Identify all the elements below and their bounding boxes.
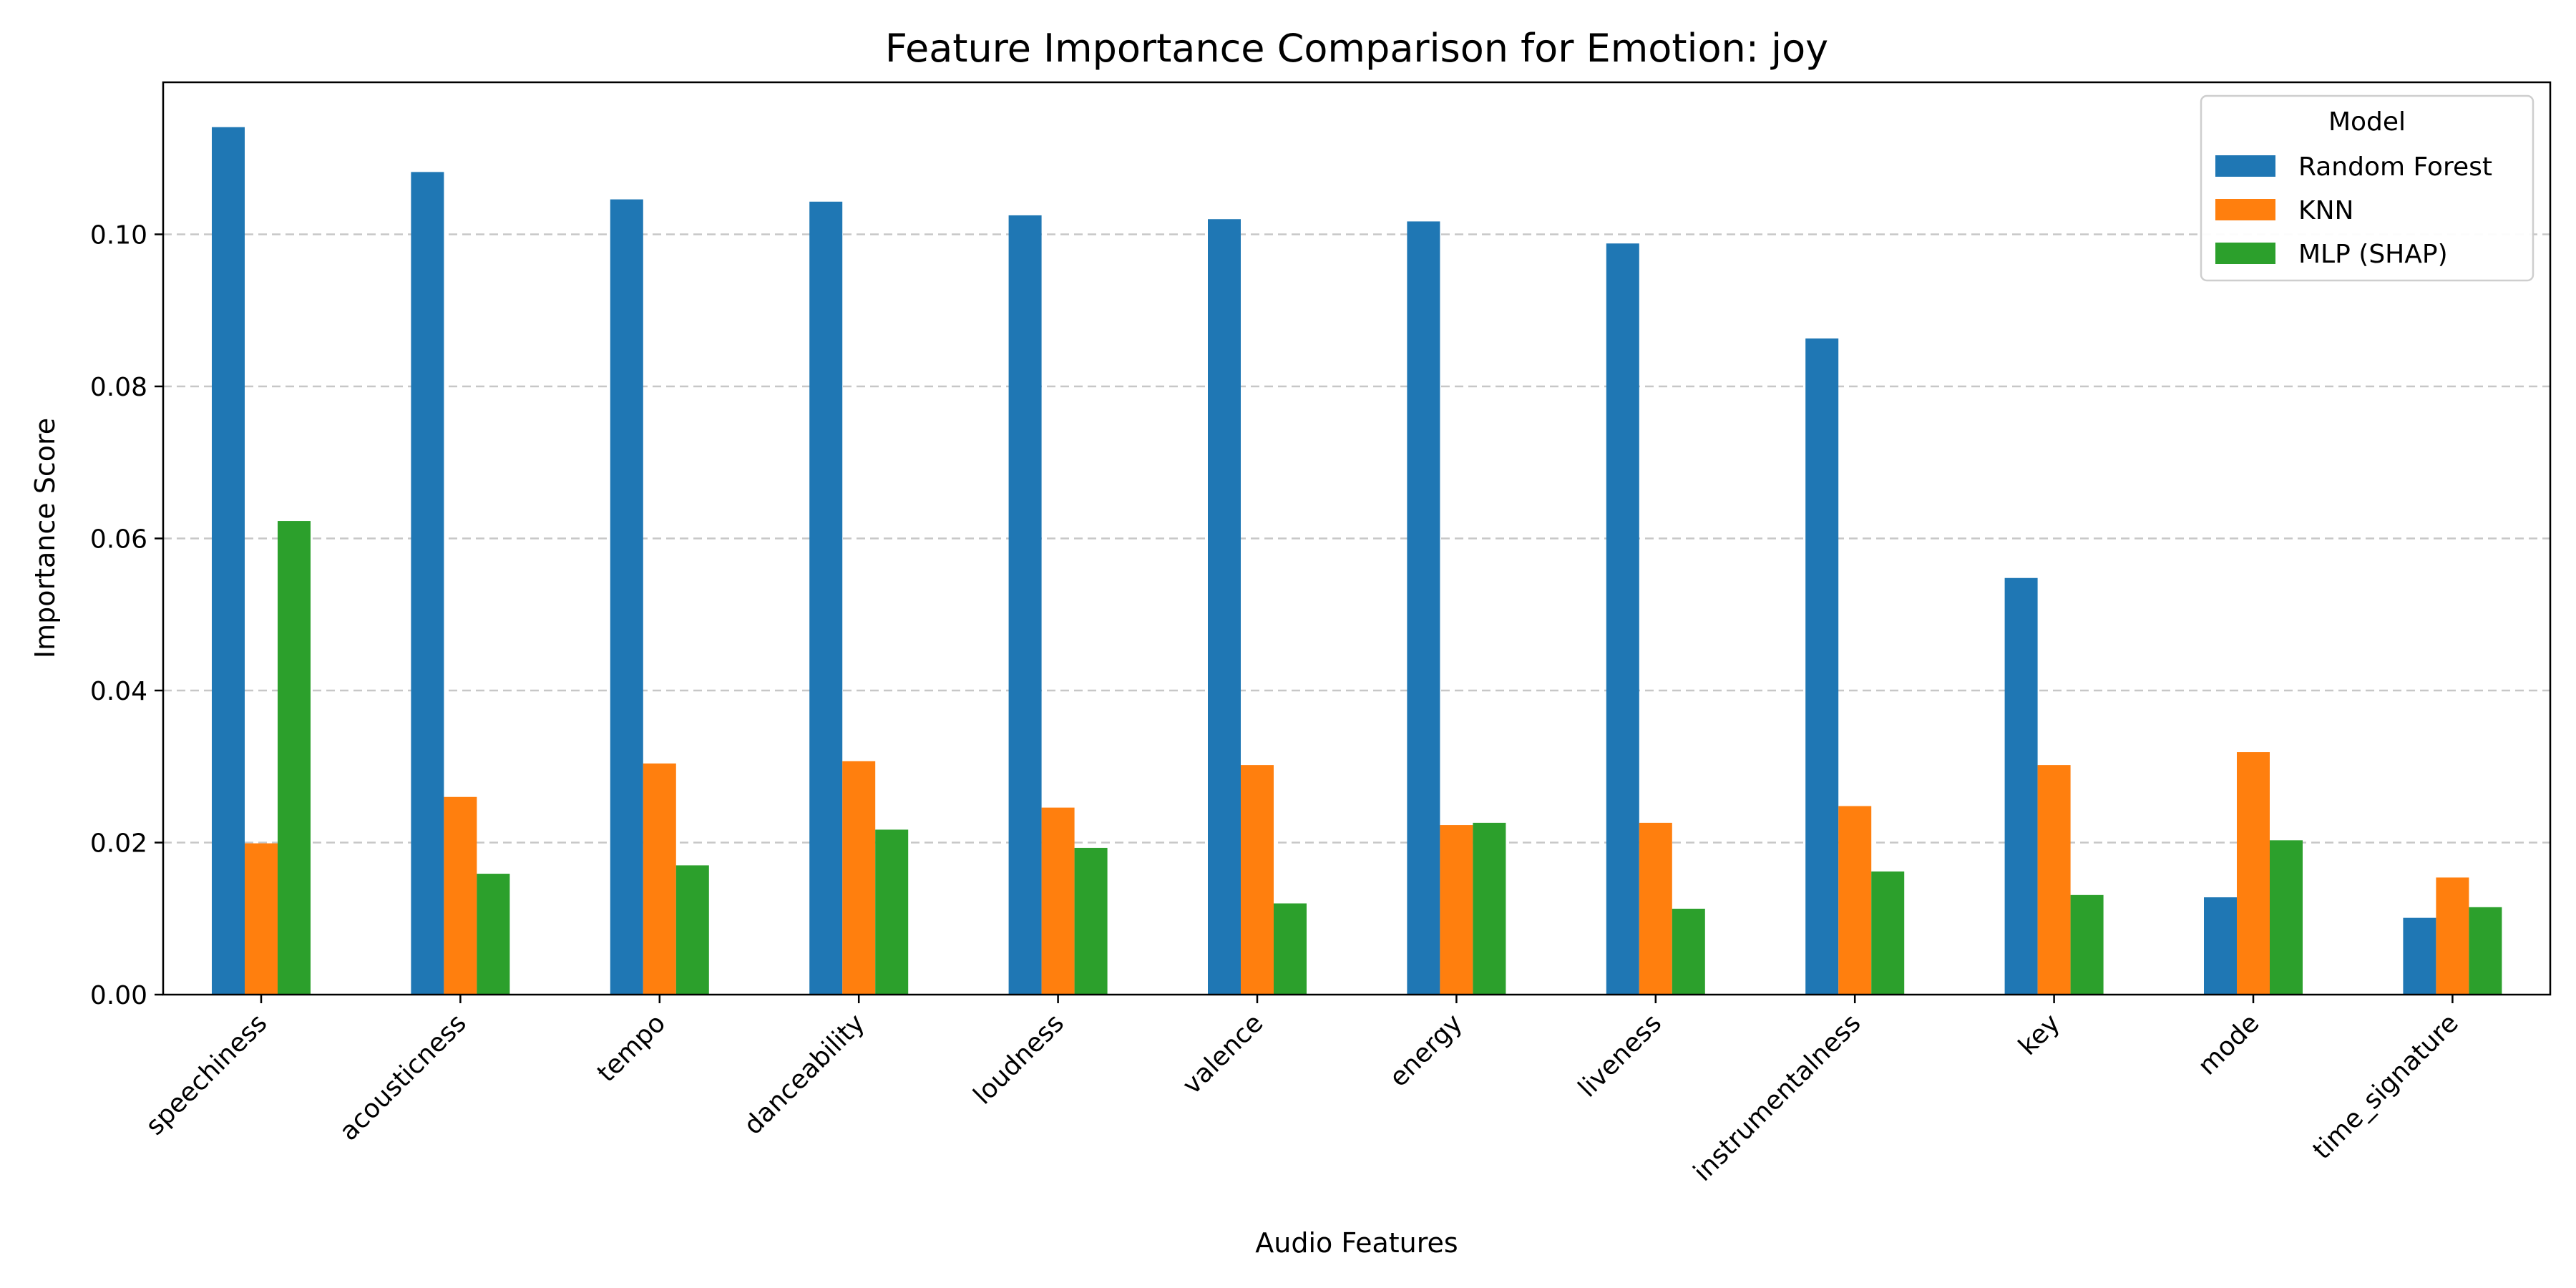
chart-title: Feature Importance Comparison for Emotio…	[885, 26, 1828, 71]
bar	[2270, 840, 2303, 995]
bar	[2070, 894, 2104, 995]
x-axis-label: Audio Features	[1255, 1227, 1458, 1259]
bar	[245, 843, 278, 995]
bar	[1407, 221, 1440, 995]
bar	[1473, 822, 1506, 995]
bar	[1606, 243, 1639, 995]
legend-label: KNN	[2298, 196, 2353, 225]
bar	[1838, 806, 1872, 995]
bar	[2403, 917, 2436, 995]
bar	[2037, 765, 2071, 995]
legend-swatch	[2215, 199, 2275, 220]
bar	[2237, 752, 2270, 995]
legend-items: Random Forest KNN MLP (SHAP)	[2215, 152, 2492, 269]
bar	[643, 763, 676, 995]
x-tick-label: mode	[2192, 1008, 2265, 1080]
bar	[278, 521, 311, 995]
y-tick-label: 0.00	[90, 981, 147, 1010]
bar	[675, 865, 709, 995]
legend-swatch	[2215, 243, 2275, 264]
x-tick-label: instrumentalness	[1688, 1008, 1867, 1187]
bar	[842, 761, 876, 995]
bar	[411, 172, 444, 995]
bar	[1008, 215, 1042, 995]
bar	[1074, 847, 1108, 995]
legend: Model Random Forest KNN MLP (SHAP)	[2200, 94, 2534, 282]
bar	[1672, 908, 1705, 995]
bar	[2204, 897, 2237, 995]
bar	[2004, 577, 2038, 995]
y-tick-label: 0.04	[90, 677, 147, 706]
bar	[1241, 765, 1274, 995]
y-axis-ticks: 0.00 0.02 0.04 0.06 0.08 0.10	[90, 221, 163, 1010]
y-tick-label: 0.06	[90, 525, 147, 555]
y-axis-label: Importance Score	[29, 418, 61, 658]
y-tick-label: 0.08	[90, 373, 147, 402]
x-tick-label: energy	[1384, 1008, 1468, 1093]
x-tick-label: valence	[1177, 1008, 1269, 1100]
bar	[2436, 877, 2469, 995]
x-tick-label: acousticness	[334, 1008, 472, 1146]
x-tick-label: liveness	[1573, 1008, 1667, 1103]
bar	[809, 201, 843, 995]
x-tick-label: loudness	[968, 1008, 1070, 1110]
bar	[2469, 907, 2502, 995]
x-tick-label: time_signature	[2308, 1008, 2464, 1165]
legend-box	[2200, 94, 2534, 282]
bar	[444, 796, 477, 995]
bar	[1041, 807, 1075, 995]
legend-label: Random Forest	[2298, 152, 2492, 182]
bar	[610, 199, 643, 995]
x-axis-ticks: speechiness acousticness tempo danceability…	[140, 995, 2464, 1187]
legend-label: MLP (SHAP)	[2298, 240, 2448, 269]
x-tick-label: key	[2013, 1008, 2066, 1061]
x-tick-label: speechiness	[140, 1008, 273, 1141]
legend-swatch	[2215, 155, 2275, 177]
legend-title: Model	[2328, 107, 2406, 137]
bar	[212, 127, 245, 995]
bar	[1639, 822, 1672, 995]
bar	[875, 829, 909, 995]
x-tick-label: tempo	[592, 1008, 671, 1088]
y-tick-label: 0.02	[90, 829, 147, 859]
bar	[1208, 219, 1241, 995]
x-tick-label: danceability	[738, 1008, 871, 1141]
y-tick-label: 0.10	[90, 221, 147, 250]
bars	[212, 127, 2502, 995]
grid-lines	[163, 233, 2550, 844]
bar	[1440, 825, 1473, 995]
bar	[1871, 871, 1905, 995]
bar	[1274, 903, 1307, 995]
bar	[477, 874, 510, 995]
bar	[1805, 338, 1839, 995]
